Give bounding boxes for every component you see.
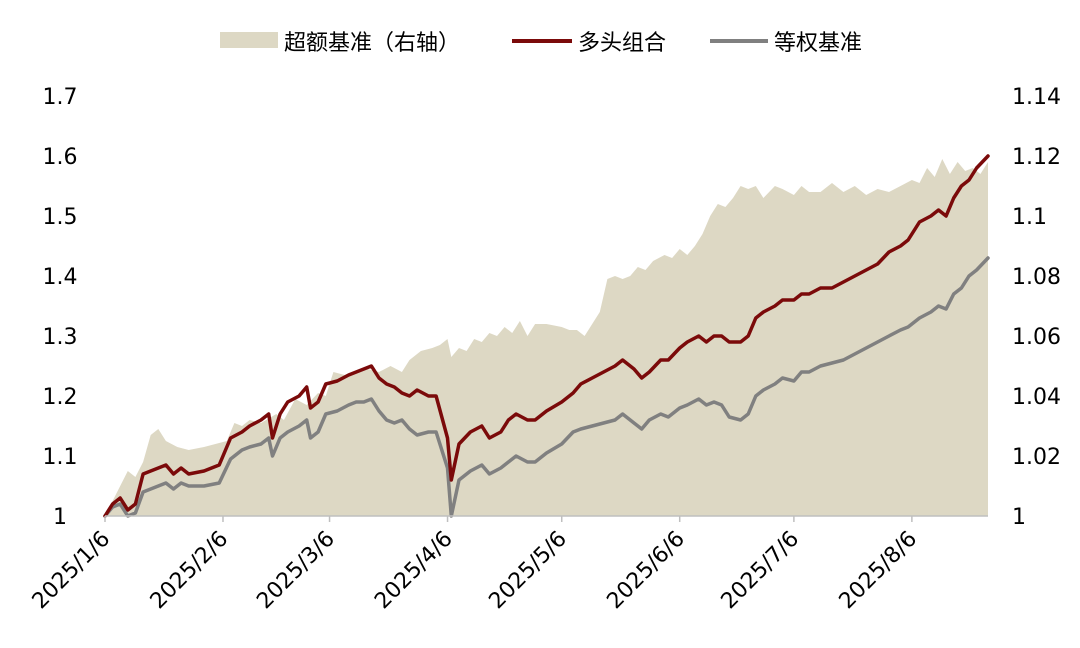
y-right-tick-label: 1.1 — [1012, 205, 1047, 230]
y-right-tick-label: 1.14 — [1012, 85, 1061, 110]
x-tick-label: 2025/2/6 — [146, 527, 234, 615]
x-axis: 2025/1/6 2025/2/6 2025/3/6 2025/4/6 2025/5/6… — [28, 515, 988, 615]
y-left-tick-label: 1 — [53, 505, 67, 530]
legend-label-excess: 超额基准（右轴） — [284, 31, 460, 56]
legend-swatch-excess — [220, 32, 278, 48]
series-long-line — [103, 154, 990, 518]
legend-label-equal: 等权基准 — [774, 31, 862, 56]
y-right-tick-label: 1.08 — [1012, 265, 1061, 290]
y-right-tick-label: 1 — [1012, 505, 1026, 530]
y-left-tick-label: 1.7 — [43, 85, 78, 110]
y-left-tick-label: 1.6 — [43, 145, 78, 170]
y-left-tick-label: 1.5 — [43, 205, 78, 230]
y-axis-left: 1 1.1 1.2 1.3 1.4 1.5 1.6 1.7 — [43, 85, 78, 530]
y-left-tick-label: 1.2 — [43, 385, 78, 410]
x-tick-label: 2025/3/6 — [252, 527, 340, 615]
y-right-tick-label: 1.04 — [1012, 385, 1061, 410]
y-left-tick-label: 1.4 — [43, 265, 78, 290]
x-tick-label: 2025/7/6 — [717, 527, 805, 615]
series-excess-area — [105, 159, 988, 516]
x-tick-label: 2025/4/6 — [370, 527, 458, 615]
x-tick-label: 2025/5/6 — [484, 527, 572, 615]
y-left-tick-label: 1.3 — [43, 325, 78, 350]
y-right-tick-label: 1.12 — [1012, 145, 1061, 170]
x-tick-label: 2025/8/6 — [835, 527, 923, 615]
plot-area — [103, 154, 990, 518]
series-equal-weight-line — [103, 256, 990, 518]
legend-label-long: 多头组合 — [578, 31, 666, 56]
y-axis-right: 1 1.02 1.04 1.06 1.08 1.1 1.12 1.14 — [1012, 85, 1061, 530]
y-right-tick-label: 1.06 — [1012, 325, 1061, 350]
x-tick-label: 2025/1/6 — [28, 527, 116, 615]
y-left-tick-label: 1.1 — [43, 445, 78, 470]
legend: 超额基准（右轴） 多头组合 等权基准 — [220, 31, 862, 56]
y-right-tick-label: 1.02 — [1012, 445, 1061, 470]
x-tick-label: 2025/6/6 — [602, 527, 690, 615]
